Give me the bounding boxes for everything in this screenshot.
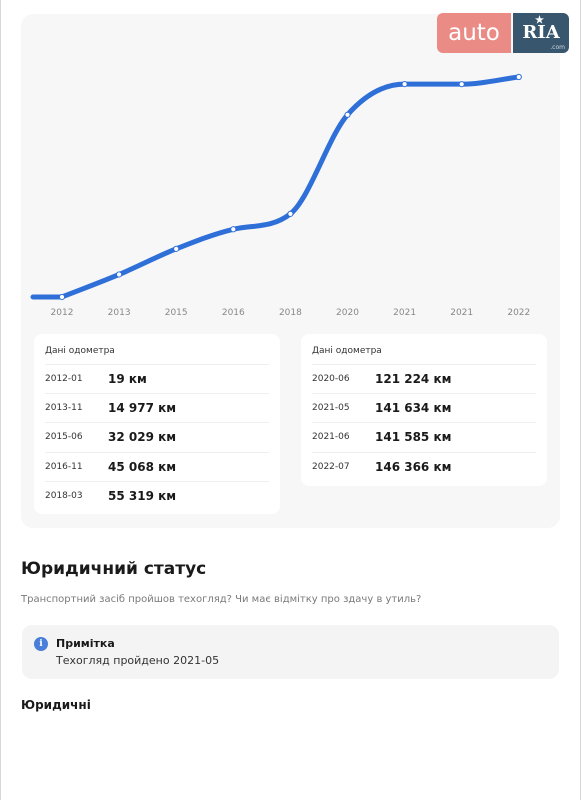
logo-com-text: .com (550, 44, 565, 51)
logo-ria-block: ★ RIA .com (513, 13, 569, 53)
odometer-title: Дані одометра (312, 346, 382, 356)
odometer-value: 146 366 км (375, 460, 452, 474)
odometer-row: 2013-11 14 977 км (45, 393, 269, 422)
data-point[interactable] (458, 81, 465, 88)
note-text: Техогляд пройдено 2021-05 (56, 654, 220, 667)
odometer-table-left: Дані одометра 2012-01 19 км 2013-11 14 9… (34, 334, 280, 514)
data-point[interactable] (230, 226, 237, 233)
mileage-line (30, 74, 522, 300)
odometer-row: 2021-05 141 634 км (312, 393, 536, 422)
legal-section-heading: Юридичні (21, 698, 91, 712)
data-point[interactable] (401, 81, 408, 88)
data-point[interactable] (58, 293, 66, 301)
page-border-left (0, 0, 1, 800)
data-point[interactable] (287, 210, 294, 217)
odometer-value: 19 км (108, 372, 147, 386)
odometer-value: 55 319 км (108, 489, 177, 503)
legal-status-subtitle: Транспортний засіб пройшов техогляд? Чи … (21, 594, 422, 605)
x-tick-label: 2021 (450, 308, 473, 318)
x-tick-label: 2013 (108, 308, 131, 318)
logo-ria-text: RIA (522, 22, 560, 43)
data-point[interactable] (173, 245, 180, 252)
x-tick-label: 2021 (393, 308, 416, 318)
odometer-row: 2012-01 19 км (45, 364, 269, 393)
odometer-row: 2016-11 45 068 км (45, 452, 269, 481)
data-point[interactable] (344, 111, 351, 118)
odometer-value: 32 029 км (108, 430, 177, 444)
note-box: i Примітка Техогляд пройдено 2021-05 (22, 625, 559, 679)
odometer-date: 2012-01 (45, 374, 83, 384)
x-tick-label: 2015 (165, 308, 188, 318)
odometer-table-right: Дані одометра 2020-06 121 224 км 2021-05… (301, 334, 547, 486)
legal-status-title: Юридичний статус (21, 559, 207, 579)
odometer-value: 14 977 км (108, 401, 177, 415)
odometer-row: 2015-06 32 029 км (45, 422, 269, 451)
note-title: Примітка (56, 637, 115, 650)
odometer-date: 2018-03 (45, 491, 83, 501)
odometer-row: 2018-03 55 319 км (45, 481, 269, 510)
odometer-date: 2016-11 (45, 462, 83, 472)
odometer-value: 141 585 км (375, 430, 452, 444)
odometer-date: 2021-06 (312, 432, 350, 442)
x-tick-label: 2012 (51, 308, 74, 318)
x-tick-label: 2018 (279, 308, 302, 318)
odometer-date: 2015-06 (45, 432, 83, 442)
odometer-date: 2021-05 (312, 403, 350, 413)
odometer-value: 45 068 км (108, 460, 177, 474)
data-point[interactable] (116, 271, 123, 278)
x-tick-label: 2016 (222, 308, 245, 318)
data-point[interactable] (515, 73, 522, 81)
mileage-chart: 2012 2013 2015 2016 2018 2020 2021 2021 2022 (30, 73, 530, 318)
odometer-date: 2022-07 (312, 462, 350, 472)
logo-auto-text: auto (437, 13, 511, 53)
x-tick-label: 2022 (507, 308, 530, 318)
odometer-value: 141 634 км (375, 401, 452, 415)
info-icon: i (34, 637, 48, 651)
logo-star-icon: ★ (535, 15, 544, 26)
odometer-date: 2020-06 (312, 374, 350, 384)
odometer-row: 2020-06 121 224 км (312, 364, 536, 393)
odometer-date: 2013-11 (45, 403, 83, 413)
odometer-row: 2022-07 146 366 км (312, 452, 536, 481)
x-tick-label: 2020 (336, 308, 359, 318)
odometer-value: 121 224 км (375, 372, 452, 386)
auto-ria-logo[interactable]: auto ★ RIA .com (437, 13, 569, 53)
odometer-title: Дані одометра (45, 346, 115, 356)
odometer-row: 2021-06 141 585 км (312, 422, 536, 451)
